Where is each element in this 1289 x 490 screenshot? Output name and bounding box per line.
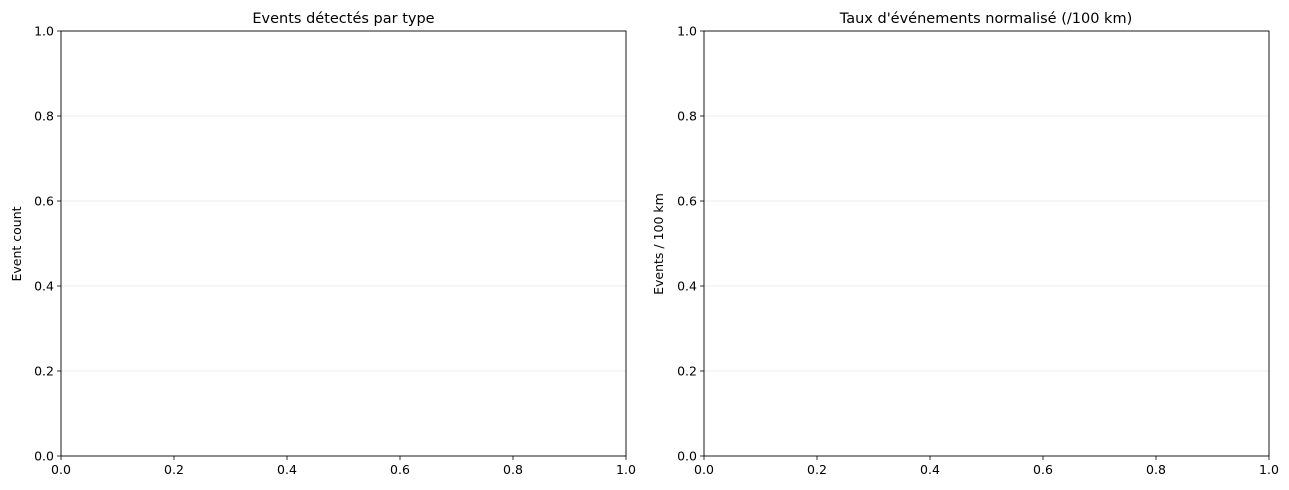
x-tick-label: 0.4 [277,462,297,477]
plot-area: 0.0 0.2 0.4 0.6 0.8 1.0 0.0 0.2 0.4 0.6 0.8 1.0 [34,24,636,478]
x-tick-label: 0.4 [920,462,940,477]
x-tick-label: 1.0 [1259,462,1279,477]
y-tick-label: 0.6 [677,194,697,209]
chart-normalized-rate: Taux d'événements normalisé (/100 km) Ev… [651,11,1279,477]
x-tick-label: 0.0 [51,462,71,477]
plot-area: 0.0 0.2 0.4 0.6 0.8 1.0 0.0 0.2 0.4 0.6 0.8 1.0 [677,24,1279,478]
chart-title: Taux d'événements normalisé (/100 km) [839,11,1132,27]
y-axis-label: Event count [9,206,24,281]
y-axis-label: Events / 100 km [651,193,666,295]
y-tick-label: 0.2 [677,364,697,379]
y-tick-label: 1.0 [677,24,697,39]
x-tick-label: 0.6 [390,462,410,477]
chart-title: Events détectés par type [252,11,434,27]
x-tick-label: 0.8 [1146,462,1166,477]
y-tick-label: 0.0 [34,449,54,464]
y-tick-label: 0.2 [34,364,54,379]
x-tick-label: 0.2 [807,462,827,477]
x-tick-label: 1.0 [616,462,636,477]
y-tick-label: 0.0 [677,449,697,464]
y-tick-label: 0.4 [677,279,697,294]
y-tick-label: 0.8 [34,109,54,124]
axes-frame [60,30,627,457]
y-tick-label: 0.4 [34,279,54,294]
y-tick-label: 1.0 [34,24,54,39]
y-tick-label: 0.8 [677,109,697,124]
y-tick-label: 0.6 [34,194,54,209]
chart-event-count: Events détectés par type Event count 0.0… [9,11,636,477]
x-tick-label: 0.0 [694,462,714,477]
x-tick-label: 0.8 [503,462,523,477]
x-tick-label: 0.2 [164,462,184,477]
x-tick-label: 0.6 [1033,462,1053,477]
axes-frame [703,30,1270,457]
